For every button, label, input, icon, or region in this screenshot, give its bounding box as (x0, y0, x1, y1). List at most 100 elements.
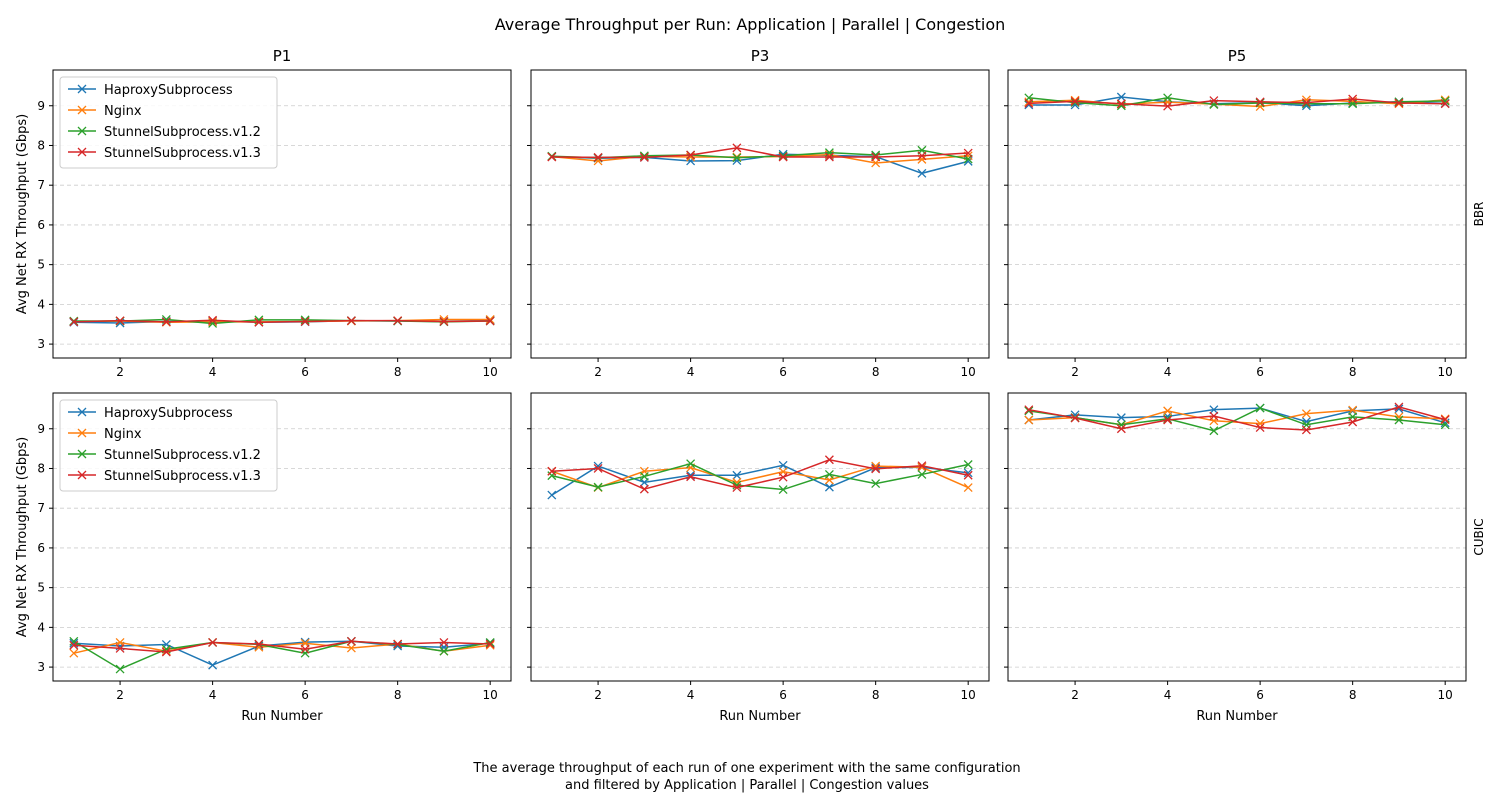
data-point (824, 148, 834, 158)
data-point (824, 469, 834, 479)
data-point (1255, 97, 1265, 107)
data-point (254, 639, 264, 649)
data-point (300, 644, 310, 654)
data-point (1255, 98, 1265, 108)
y-tick-label: 9 (37, 99, 45, 113)
data-point (1301, 425, 1311, 435)
data-point (824, 152, 834, 162)
legend-entry-label: HaproxySubprocess (104, 83, 233, 98)
data-point (732, 143, 742, 153)
legend-entry-label: StunnelSubprocess.v1.3 (104, 146, 261, 161)
x-axis-label: Run Number (1196, 709, 1278, 724)
data-point (547, 490, 557, 500)
data-point (1209, 96, 1219, 106)
data-point (917, 461, 927, 471)
x-tick-label: 10 (483, 688, 498, 702)
x-tick-label: 2 (594, 688, 602, 702)
legend-swatch-marker (77, 126, 87, 136)
series-stunnelsubprocess-v1-3 (547, 143, 973, 162)
data-point (1209, 405, 1219, 415)
series-stunnelsubprocess-v1-3 (547, 455, 973, 494)
data-point (115, 643, 125, 653)
series-line (73, 640, 491, 670)
data-point (778, 460, 788, 470)
data-point (963, 460, 973, 469)
legend-entry-label: Nginx (104, 427, 142, 442)
data-point (778, 151, 788, 161)
data-point (1394, 97, 1404, 107)
legend-swatch-marker (77, 470, 87, 480)
x-tick-label: 10 (1438, 365, 1453, 379)
data-point (547, 152, 557, 162)
x-axis-label: Run Number (719, 709, 801, 724)
row-label: BBR (1472, 202, 1486, 227)
x-tick-label: 2 (1071, 365, 1079, 379)
series-line (551, 147, 969, 159)
figure-title: Average Throughput per Run: Application … (495, 15, 1006, 34)
y-axis-label: Avg Net RX Throughput (Gbps) (15, 437, 30, 637)
data-point (1394, 404, 1404, 414)
series-haproxysubprocess (547, 149, 973, 178)
data-point (732, 480, 742, 490)
data-point (1440, 95, 1450, 105)
x-tick-label: 6 (779, 688, 787, 702)
data-point (686, 459, 696, 469)
legend-swatch-marker (77, 407, 87, 417)
y-tick-label: 7 (37, 178, 45, 192)
x-tick-label: 6 (301, 688, 309, 702)
data-point (1301, 98, 1311, 108)
data-point (208, 638, 218, 647)
data-point (1163, 97, 1173, 107)
data-point (485, 638, 495, 647)
data-point (686, 150, 696, 160)
data-point (439, 638, 449, 647)
series-line (551, 458, 969, 490)
series-nginx (69, 638, 495, 658)
x-tick-label: 10 (483, 365, 498, 379)
data-point (1163, 406, 1173, 416)
data-point (1163, 414, 1173, 424)
series-line (1028, 406, 1446, 431)
series-line (1028, 97, 1446, 107)
series-line (551, 464, 969, 496)
legend-swatch-marker (77, 449, 87, 459)
legend-entry-label: StunnelSubprocess.v1.3 (104, 469, 261, 484)
data-point (1394, 415, 1404, 425)
data-point (69, 317, 79, 327)
panel-cubic-p1: 3 4 5 6 7 8 9 2 4 6 8 10 Avg Net RX Throughput (Gbps… (15, 392, 512, 724)
data-point (393, 639, 403, 649)
y-tick-label: 8 (37, 461, 45, 475)
data-point (963, 483, 973, 493)
data-point (161, 317, 171, 327)
y-tick-label: 3 (37, 660, 45, 674)
series-stunnelsubprocess-v1-3 (1024, 402, 1450, 435)
data-point (69, 648, 79, 658)
data-point (593, 482, 603, 492)
data-point (732, 470, 742, 480)
data-point (485, 315, 495, 324)
data-point (1209, 100, 1219, 110)
x-tick-label: 4 (687, 688, 695, 702)
x-tick-label: 4 (209, 688, 217, 702)
x-tick-label: 8 (872, 365, 880, 379)
x-tick-label: 4 (687, 365, 695, 379)
x-tick-label: 8 (394, 365, 402, 379)
y-tick-label: 7 (37, 501, 45, 515)
panel-frame (1007, 69, 1467, 359)
data-point (485, 639, 495, 649)
data-point (1024, 406, 1034, 416)
data-point (254, 317, 264, 327)
data-point (1070, 96, 1080, 106)
series-stunnelsubprocess-v1-2 (1024, 403, 1450, 436)
data-point (871, 464, 881, 474)
data-point (208, 315, 218, 325)
data-point (300, 316, 310, 326)
panel-frame (52, 392, 512, 682)
data-point (1024, 405, 1034, 415)
x-tick-label: 4 (1164, 365, 1172, 379)
data-point (1255, 423, 1265, 433)
panel-frame (530, 69, 990, 359)
data-point (1348, 405, 1358, 415)
data-point (593, 464, 603, 473)
x-tick-label: 10 (961, 365, 976, 379)
